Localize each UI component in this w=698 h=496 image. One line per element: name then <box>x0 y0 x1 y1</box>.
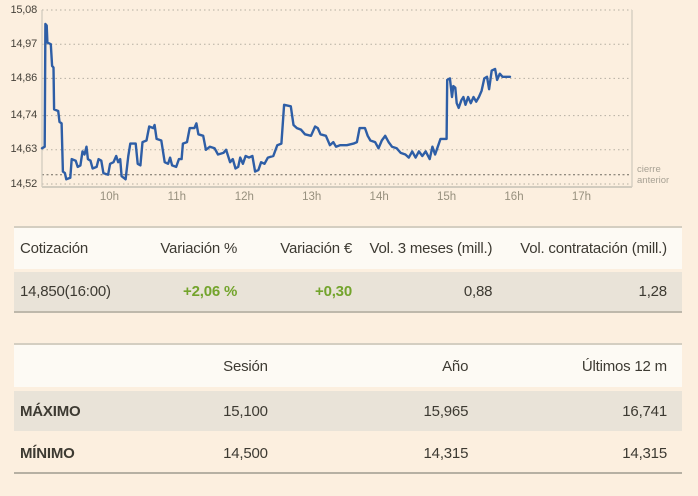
range-table-header-row: Sesión Año Últimos 12 m <box>14 345 682 387</box>
minimo-ano: 14,315 <box>423 444 469 462</box>
header-sesion: Sesión <box>223 357 268 375</box>
y-axis-label: 14,97 <box>10 37 37 50</box>
x-axis-label: 12h <box>234 191 254 203</box>
header-ultimos-12m: Últimos 12 m <box>581 357 667 375</box>
y-axis-label: 14,63 <box>10 143 37 156</box>
value-variacion-pct: +2,06 % <box>183 283 238 300</box>
intraday-price-chart[interactable]: 15,08 14,97 14,86 14,74 14,63 14,52 10h 11h 12h 1… <box>0 0 698 225</box>
maximo-sesion: 15,100 <box>223 402 268 420</box>
value-cotizacion: 14,850(16:00) <box>20 283 111 300</box>
x-axis-label: 15h <box>436 191 457 203</box>
y-axis-label: 15,08 <box>10 3 37 16</box>
quote-table: Cotización Variación % Variación € Vol. … <box>14 226 682 313</box>
chart-canvas[interactable] <box>0 0 698 225</box>
header-vol-3-meses: Vol. 3 meses (mill.) <box>369 240 493 257</box>
maximo-ultimos-12m: 16,741 <box>622 402 667 420</box>
x-axis-label: 17h <box>571 191 592 203</box>
y-axis-label: 14,86 <box>10 71 37 84</box>
y-axis-label: 14,52 <box>10 177 37 190</box>
x-axis-label: 14h <box>369 191 389 203</box>
x-axis-label: 13h <box>302 191 322 203</box>
header-variacion-pct: Variación % <box>160 240 238 257</box>
header-cotizacion: Cotización <box>20 240 89 257</box>
minimo-ultimos-12m: 14,315 <box>622 444 667 462</box>
quote-table-header-row: Cotización Variación % Variación € Vol. … <box>14 228 682 269</box>
label-maximo: MÁXIMO <box>20 402 81 420</box>
value-vol-contratacion: 1,28 <box>638 283 668 300</box>
x-axis-label: 10h <box>99 191 120 203</box>
prev-close-label: cierre anterior <box>637 164 670 186</box>
value-variacion-eur: +0,30 <box>315 283 352 300</box>
minimo-sesion: 14,500 <box>223 444 268 462</box>
y-axis-label: 14,74 <box>10 109 37 122</box>
header-ano: Año <box>442 357 469 375</box>
value-vol-3-meses: 0,88 <box>463 283 493 300</box>
maximo-ano: 15,965 <box>423 402 469 420</box>
x-axis-label: 16h <box>504 191 524 203</box>
quote-table-value-row: 14,850(16:00) +2,06 % +0,30 0,88 1,28 <box>14 272 682 313</box>
range-table-row-maximo: MÁXIMO 15,100 15,965 16,741 <box>14 391 682 431</box>
range-table: Sesión Año Últimos 12 m MÁXIMO 15,100 15… <box>14 343 682 474</box>
x-axis-label: 11h <box>167 191 187 203</box>
label-minimo: MÍNIMO <box>20 444 75 462</box>
header-vol-contratacion: Vol. contratación (mill.) <box>520 240 667 257</box>
header-variacion-eur: Variación € <box>280 240 352 257</box>
price-line <box>40 22 512 181</box>
range-table-row-minimo: MÍNIMO 14,500 14,315 14,315 <box>14 434 682 474</box>
